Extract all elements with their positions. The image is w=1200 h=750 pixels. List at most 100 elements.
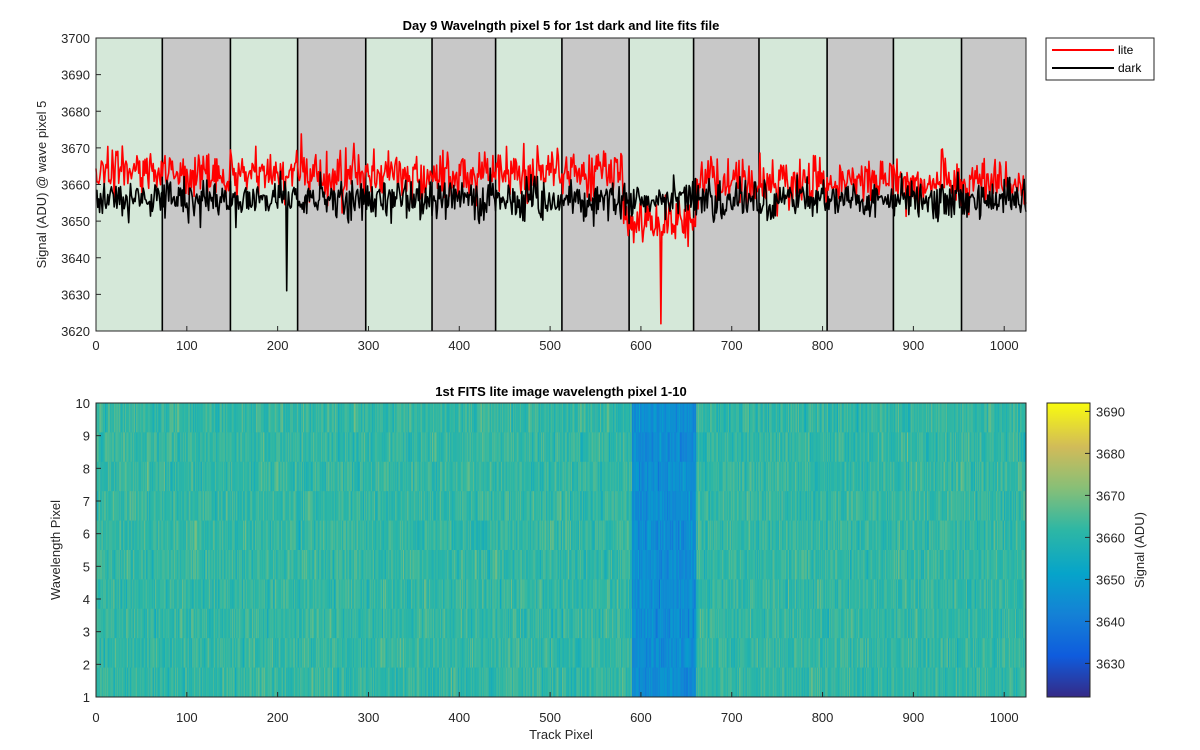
heatmap-cell xyxy=(637,403,639,433)
heatmap-cell xyxy=(151,520,153,551)
heatmap-cell xyxy=(848,491,851,522)
heatmap-cell xyxy=(382,491,385,522)
heatmap-cell xyxy=(895,461,897,492)
heatmap-cell xyxy=(248,461,250,492)
heatmap-cell xyxy=(462,432,464,463)
heatmap-cell xyxy=(174,432,176,463)
heatmap-cell xyxy=(180,461,182,492)
heatmap-cell xyxy=(117,520,120,551)
heatmap-cell xyxy=(785,461,787,492)
heatmap-cell xyxy=(945,432,947,463)
heatmap-cell xyxy=(349,461,351,492)
heatmap-cell xyxy=(737,432,739,463)
heatmap-cell xyxy=(741,461,744,492)
heatmap-cell xyxy=(1006,491,1008,522)
heatmap-cell xyxy=(926,461,928,492)
heatmap-cell xyxy=(590,432,592,463)
heatmap-cell xyxy=(394,403,397,433)
heatmap-cell xyxy=(485,403,487,433)
heatmap-cell xyxy=(952,403,954,433)
heatmap-cell xyxy=(234,432,237,463)
heatmap-cell xyxy=(848,432,851,463)
heatmap-cell xyxy=(948,461,951,492)
heatmap-cell xyxy=(479,403,481,433)
heatmap-cell xyxy=(758,403,760,433)
heatmap-cell xyxy=(758,491,760,522)
heatmap-cell xyxy=(330,461,332,492)
heatmap-cell xyxy=(402,491,405,522)
heatmap-cell xyxy=(529,403,531,433)
heatmap-cell xyxy=(158,461,160,492)
heatmap-cell xyxy=(271,491,273,522)
heatmap-cell xyxy=(500,461,502,492)
heatmap-cell xyxy=(717,403,719,433)
heatmap-cell xyxy=(342,432,344,463)
heatmap-cell xyxy=(268,461,270,492)
heatmap-cell xyxy=(432,403,434,433)
heatmap-cell xyxy=(437,432,439,463)
heatmap-cell xyxy=(861,461,863,492)
heatmap-cell xyxy=(194,491,197,522)
heatmap-cell xyxy=(801,461,803,492)
heatmap-cell xyxy=(130,520,132,551)
heatmap-cell xyxy=(98,403,101,433)
heatmap-cell xyxy=(239,403,241,433)
heatmap-cell xyxy=(615,461,617,492)
heatmap-cell xyxy=(553,461,556,492)
heatmap-cell xyxy=(822,461,824,492)
heatmap-cell xyxy=(753,491,755,522)
heatmap-cell xyxy=(172,520,174,551)
heatmap-cell xyxy=(618,491,620,522)
heatmap-cell xyxy=(565,461,567,492)
heatmap-cell xyxy=(620,461,622,492)
heatmap-cell xyxy=(201,432,203,463)
heatmap-cell xyxy=(818,432,820,463)
heatmap-cell xyxy=(247,403,249,433)
heatmap-cell xyxy=(496,461,498,492)
heatmap-cell xyxy=(847,491,850,522)
heatmap-cell xyxy=(293,491,295,522)
heatmap-cell xyxy=(187,461,190,492)
heatmap-cell xyxy=(975,461,977,492)
heatmap-cell xyxy=(386,403,388,433)
heatmap-cell xyxy=(439,461,441,492)
heatmap-cell xyxy=(588,403,590,433)
heatmap-cell xyxy=(805,403,807,433)
heatmap-cell xyxy=(666,461,668,492)
heatmap-cell xyxy=(560,432,562,463)
heatmap-cell xyxy=(689,461,691,492)
heatmap-cell xyxy=(198,403,200,433)
heatmap-cell xyxy=(407,491,409,522)
heatmap-cell xyxy=(478,461,480,492)
heatmap-cell xyxy=(998,403,1001,433)
heatmap-cell xyxy=(240,432,242,463)
x-tick-label: 1000 xyxy=(990,338,1019,353)
heatmap-cell xyxy=(494,491,497,522)
heatmap-cell xyxy=(561,403,564,433)
heatmap-cell xyxy=(422,461,425,492)
heatmap-cell xyxy=(561,461,563,492)
heatmap-cell xyxy=(299,432,301,463)
heatmap-cell xyxy=(970,403,972,433)
heatmap-cell xyxy=(866,432,868,463)
heatmap-cell xyxy=(901,491,903,522)
heatmap-cell xyxy=(956,491,959,522)
heatmap-cell xyxy=(165,520,167,551)
heatmap-cell xyxy=(708,432,710,463)
heatmap-cell xyxy=(1016,491,1019,522)
heatmap-cell xyxy=(234,461,236,492)
heatmap-cell xyxy=(104,520,106,551)
heatmap-cell xyxy=(749,403,751,433)
heatmap-cell xyxy=(517,403,519,433)
heatmap-cell xyxy=(506,403,508,433)
heatmap-cell xyxy=(640,491,642,522)
heatmap-cell xyxy=(426,432,428,463)
heatmap-cell xyxy=(324,491,327,522)
heatmap-cell xyxy=(486,461,488,492)
heatmap-cell xyxy=(100,520,102,551)
heatmap-cell xyxy=(98,491,101,522)
heatmap-cell xyxy=(591,461,594,492)
heatmap-cell xyxy=(656,491,658,522)
heatmap-cell xyxy=(801,491,803,522)
heatmap-cell xyxy=(963,432,965,463)
